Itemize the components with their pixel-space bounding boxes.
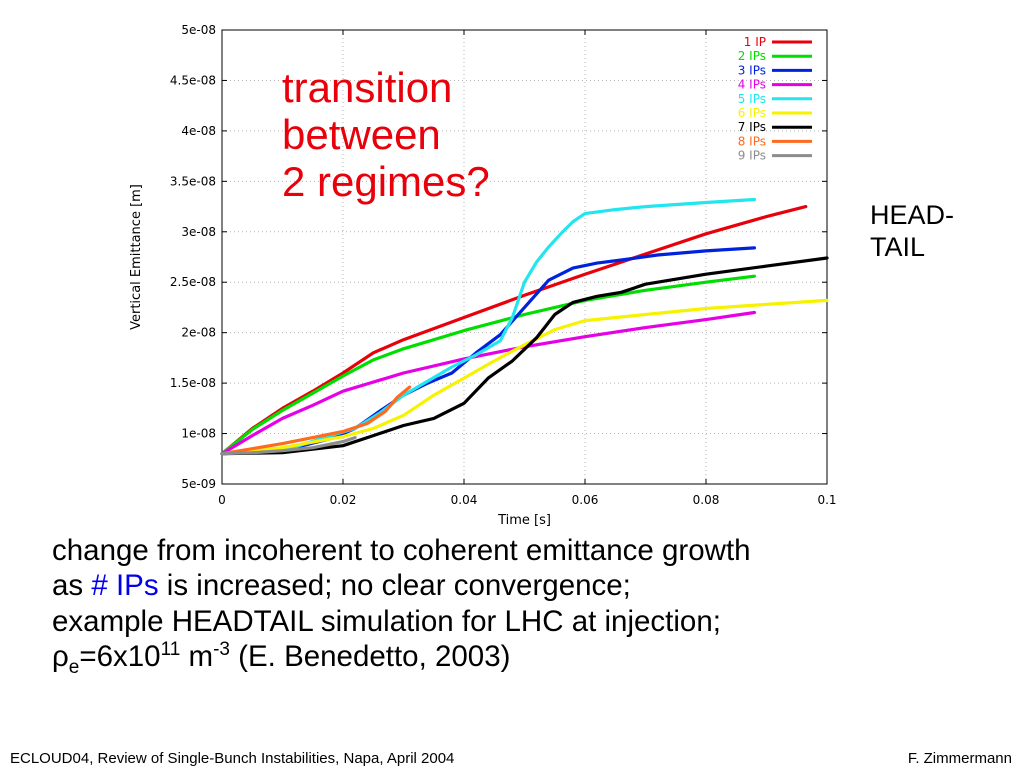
series-line-9 — [220, 436, 357, 456]
y-tick-label: 3.5e-08 — [170, 174, 216, 188]
x-axis-label: Time [s] — [497, 513, 551, 528]
annotation-line-2: between — [282, 111, 441, 159]
headtail-label-line-2: TAIL — [870, 231, 926, 262]
series-line-7 — [220, 256, 829, 456]
y-tick-label: 5e-09 — [181, 477, 216, 491]
x-tick-label: 0 — [218, 493, 226, 507]
footer-conference: ECLOUD04, Review of Single-Bunch Instabi… — [10, 750, 455, 767]
description-line-2: as # IPs is increased; no clear converge… — [52, 568, 751, 603]
description-line-4-c: (E. Benedetto, 2003) — [229, 640, 511, 674]
y-tick-label: 3e-08 — [181, 225, 216, 239]
description-text: change from incoherent to coherent emitt… — [52, 533, 751, 680]
legend-label-2: 2 IPs — [738, 49, 766, 63]
legend-label-6: 6 IPs — [738, 106, 766, 120]
y-tick-label: 4e-08 — [181, 124, 216, 138]
x-tick-label: 0.02 — [330, 493, 357, 507]
y-axis-label: Vertical Emittance [m] — [129, 184, 144, 330]
x-tick-label: 0.06 — [572, 493, 599, 507]
headtail-label: HEAD- TAIL — [870, 200, 954, 264]
description-line-2-c: is increased; no clear convergence; — [158, 569, 631, 603]
series-line-2 — [220, 274, 757, 456]
legend-label-5: 5 IPs — [738, 92, 766, 106]
annotation-line-1: transition — [282, 64, 453, 111]
series-line-5 — [220, 197, 757, 456]
series-line-8 — [220, 385, 412, 456]
axis-ticks: 0 0.02 0.04 0.06 0.08 0.1 5e-09 1e-08 1.5e-08 2e-… — [170, 23, 837, 507]
y-tick-label: 2.5e-08 — [170, 275, 216, 289]
legend-label-9: 9 IPs — [738, 149, 766, 163]
series-line-4 — [220, 310, 757, 456]
x-tick-label: 0.1 — [817, 493, 836, 507]
headtail-label-line-1: HEAD- — [870, 200, 955, 230]
annotation: transition between 2 regimes? — [282, 64, 490, 205]
exponent-11: 11 — [160, 639, 181, 661]
y-tick-label: 5e-08 — [181, 23, 216, 37]
legend-label-8: 8 IPs — [738, 134, 766, 148]
series-lines — [220, 197, 829, 456]
annotation-line-3: 2 regimes? — [282, 158, 490, 206]
grid — [222, 30, 827, 484]
legend-label-1: 1 IP — [744, 35, 766, 49]
series-line-6 — [220, 298, 829, 456]
y-tick-label: 1.5e-08 — [170, 376, 216, 390]
rho-subscript: e — [68, 657, 80, 679]
y-tick-label: 2e-08 — [181, 326, 216, 340]
legend-label-4: 4 IPs — [738, 78, 766, 92]
x-tick-label: 0.04 — [451, 493, 478, 507]
legend-label-3: 3 IPs — [738, 63, 766, 77]
exponent-minus-3: -3 — [213, 639, 230, 661]
description-line-1: change from incoherent to coherent emitt… — [52, 534, 751, 567]
description-line-2-a: as — [52, 569, 92, 603]
ips-highlight: # IPs — [91, 569, 159, 603]
series-line-1 — [220, 205, 808, 456]
description-line-4-b: m — [180, 640, 214, 674]
legend-label-7: 7 IPs — [738, 120, 766, 134]
rho-symbol: ρ — [52, 640, 69, 674]
x-tick-label: 0.08 — [693, 493, 720, 507]
y-tick-label: 4.5e-08 — [170, 73, 216, 87]
y-tick-label: 1e-08 — [181, 427, 216, 441]
description-line-3: example HEADTAIL simulation for LHC at i… — [52, 604, 721, 638]
emittance-chart: 0 0.02 0.04 0.06 0.08 0.1 5e-09 1e-08 1.5e-08 2e-… — [129, 23, 837, 528]
description-line-4-a: =6x10 — [79, 640, 161, 674]
footer-author: F. Zimmermann — [907, 750, 1012, 767]
description-line-4: ρe=6x1011 m-3 (E. Benedetto, 2003) — [52, 639, 751, 680]
